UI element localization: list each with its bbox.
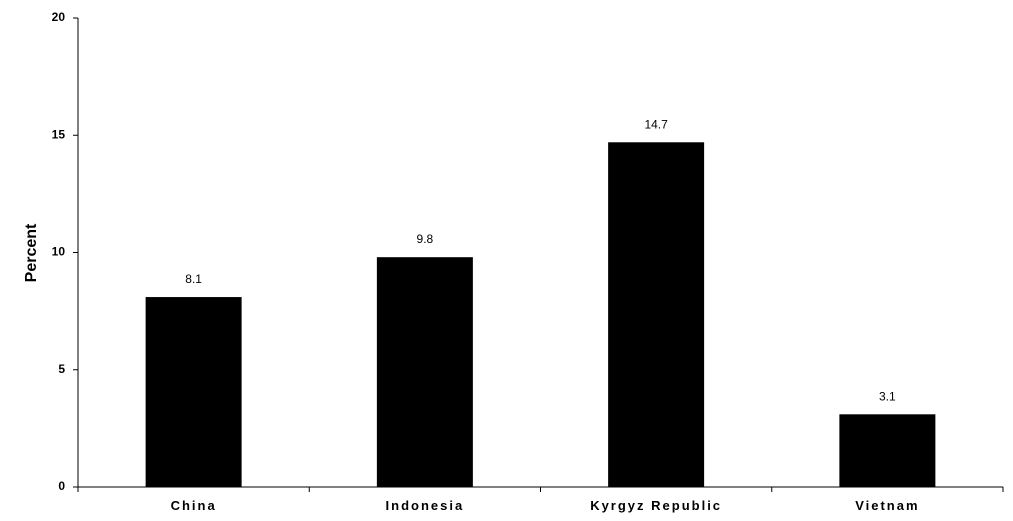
y-axis-ticks: 0 5 10 15 20 xyxy=(52,10,78,493)
category-label: Vietnam xyxy=(855,498,919,513)
data-labels: 8.1 9.8 14.7 3.1 xyxy=(185,117,896,403)
y-tick-label: 0 xyxy=(58,479,65,493)
bar xyxy=(376,257,473,487)
category-labels: China Indonesia Kyrgyz Republic Vietnam xyxy=(171,498,919,513)
bar xyxy=(839,414,936,487)
bar xyxy=(145,297,242,487)
y-tick-label: 15 xyxy=(52,127,66,141)
bar xyxy=(608,142,705,487)
category-label: China xyxy=(171,498,217,513)
bar-value-label: 9.8 xyxy=(417,232,434,246)
bar-value-label: 14.7 xyxy=(644,117,668,131)
category-label: Indonesia xyxy=(386,498,465,513)
y-tick-label: 5 xyxy=(58,362,65,376)
bar-value-label: 3.1 xyxy=(879,389,896,403)
y-tick-label: 20 xyxy=(52,10,66,24)
category-label: Kyrgyz Republic xyxy=(590,498,722,513)
bars xyxy=(145,142,936,487)
x-axis-ticks xyxy=(77,487,1004,492)
y-tick-label: 10 xyxy=(52,245,66,259)
bar-value-label: 8.1 xyxy=(185,272,202,286)
y-axis-title: Percent xyxy=(23,223,40,282)
